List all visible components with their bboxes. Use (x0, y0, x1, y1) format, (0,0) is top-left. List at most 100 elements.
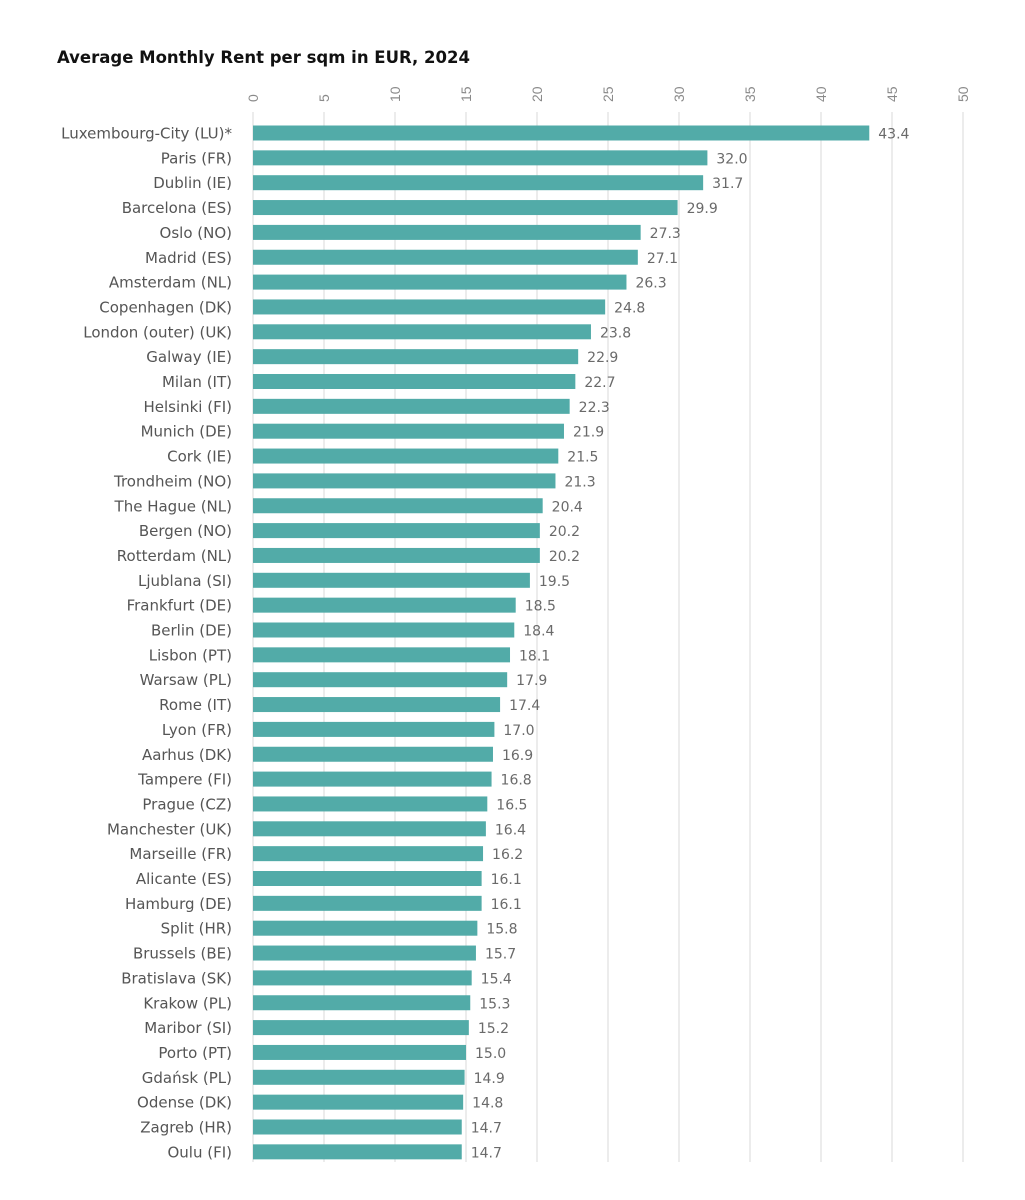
x-tick-label: 20 (529, 86, 545, 102)
bar (253, 771, 492, 787)
value-label: 22.3 (579, 400, 610, 416)
category-label: Rotterdam (NL) (117, 547, 232, 565)
value-label: 16.5 (496, 797, 527, 813)
category-label: Trondheim (NO) (113, 472, 232, 490)
bar (253, 1069, 465, 1085)
bar (253, 597, 516, 613)
chart-title: Average Monthly Rent per sqm in EUR, 202… (57, 48, 470, 67)
value-label: 18.1 (519, 648, 550, 664)
category-label: Odense (DK) (137, 1094, 232, 1112)
bar (253, 1144, 462, 1160)
x-tick-label: 35 (742, 86, 758, 102)
bar (253, 547, 540, 563)
value-label: 16.9 (502, 748, 533, 764)
value-label: 32.0 (716, 151, 747, 167)
value-label: 15.2 (478, 1021, 509, 1037)
category-label: Munich (DE) (141, 423, 232, 441)
bar (253, 523, 540, 539)
value-label: 14.7 (471, 1145, 502, 1161)
value-label: 27.3 (650, 226, 681, 242)
bar (253, 846, 484, 862)
bar (253, 200, 678, 216)
x-axis-ticks: 0 5 10 15 20 25 30 35 40 45 50 (245, 86, 971, 102)
value-label: 17.4 (509, 698, 540, 714)
value-label: 16.4 (495, 822, 526, 838)
category-label: Dublin (IE) (153, 174, 232, 192)
value-label: 26.3 (635, 276, 666, 292)
x-tick-label: 50 (955, 86, 971, 102)
category-label: Split (HR) (161, 920, 232, 938)
value-label: 20.2 (549, 549, 580, 565)
category-label: Zagreb (HR) (140, 1119, 232, 1137)
bar (253, 299, 606, 315)
value-label: 17.0 (503, 723, 534, 739)
bar (253, 1020, 469, 1036)
bar (253, 697, 501, 713)
value-label: 16.2 (492, 847, 523, 863)
category-label: The Hague (NL) (114, 497, 232, 515)
category-label: Prague (CZ) (142, 795, 232, 813)
bar (253, 423, 564, 439)
bar (253, 448, 559, 464)
value-label: 19.5 (539, 574, 570, 590)
category-label: Rome (IT) (159, 696, 232, 714)
category-label: Oulu (FI) (167, 1143, 232, 1161)
category-label: Bratislava (SK) (121, 969, 232, 987)
x-tick-label: 40 (813, 86, 829, 102)
category-labels: Luxembourg-City (LU)* Paris (FR) Dublin (I… (61, 125, 232, 1162)
bar (253, 349, 579, 365)
bar (253, 572, 530, 588)
bar (253, 175, 704, 191)
bar (253, 647, 511, 663)
value-label: 14.8 (472, 1096, 503, 1112)
category-label: Ljublana (SI) (138, 572, 232, 590)
bar (253, 895, 482, 911)
bar (253, 672, 508, 688)
value-label: 43.4 (878, 127, 909, 143)
value-label: 29.9 (687, 201, 718, 217)
category-label: London (outer) (UK) (83, 323, 232, 341)
x-tick-label: 25 (600, 86, 616, 102)
category-label: Tampere (FI) (137, 771, 232, 789)
x-tick-label: 30 (671, 86, 687, 102)
category-label: Porto (PT) (158, 1044, 232, 1062)
value-label: 17.9 (516, 673, 547, 689)
x-tick-label: 15 (458, 86, 474, 102)
bar (253, 473, 556, 489)
bar (253, 796, 488, 812)
bar (253, 821, 486, 837)
value-label: 16.1 (491, 872, 522, 888)
bar (253, 324, 591, 340)
bar (253, 150, 708, 166)
category-label: Marseille (FR) (129, 845, 232, 863)
category-label: Krakow (PL) (143, 994, 232, 1012)
category-label: Helsinki (FI) (143, 398, 232, 416)
value-label: 14.9 (474, 1071, 505, 1087)
bar (253, 498, 543, 514)
value-label: 16.1 (491, 897, 522, 913)
value-label: 27.1 (647, 251, 678, 267)
value-label: 22.7 (584, 375, 615, 391)
value-label: 23.8 (600, 325, 631, 341)
bar (253, 1094, 464, 1110)
category-label: Frankfurt (DE) (127, 597, 232, 615)
category-label: Luxembourg-City (LU)* (61, 125, 232, 143)
bar (253, 746, 493, 762)
category-label: Bergen (NO) (139, 522, 232, 540)
bar (253, 398, 570, 414)
bar (253, 995, 471, 1011)
bar (253, 1044, 466, 1060)
category-label: Oslo (NO) (160, 224, 232, 242)
bar (253, 622, 515, 638)
category-label: Aarhus (DK) (142, 746, 232, 764)
value-label: 24.8 (614, 300, 645, 316)
bar (253, 871, 482, 886)
x-tick-label: 0 (245, 94, 261, 102)
bar (253, 970, 472, 986)
value-label: 20.2 (549, 524, 580, 540)
category-label: Maribor (SI) (144, 1019, 232, 1037)
value-label: 20.4 (552, 499, 583, 515)
category-label: Brussels (BE) (133, 945, 232, 963)
value-label: 18.4 (523, 624, 554, 640)
